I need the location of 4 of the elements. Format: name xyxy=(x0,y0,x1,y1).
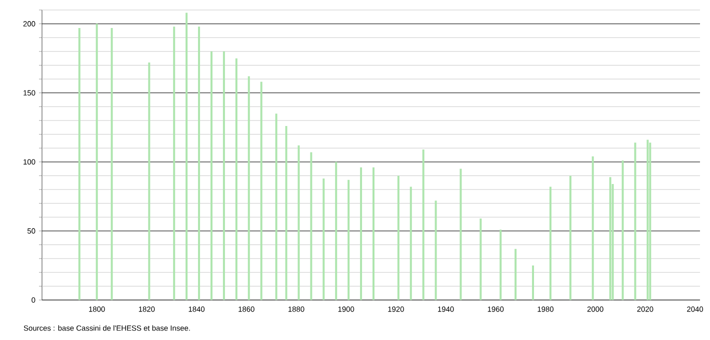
bar xyxy=(198,26,200,300)
bar xyxy=(410,186,412,300)
bar xyxy=(298,145,300,300)
bar xyxy=(634,142,636,300)
